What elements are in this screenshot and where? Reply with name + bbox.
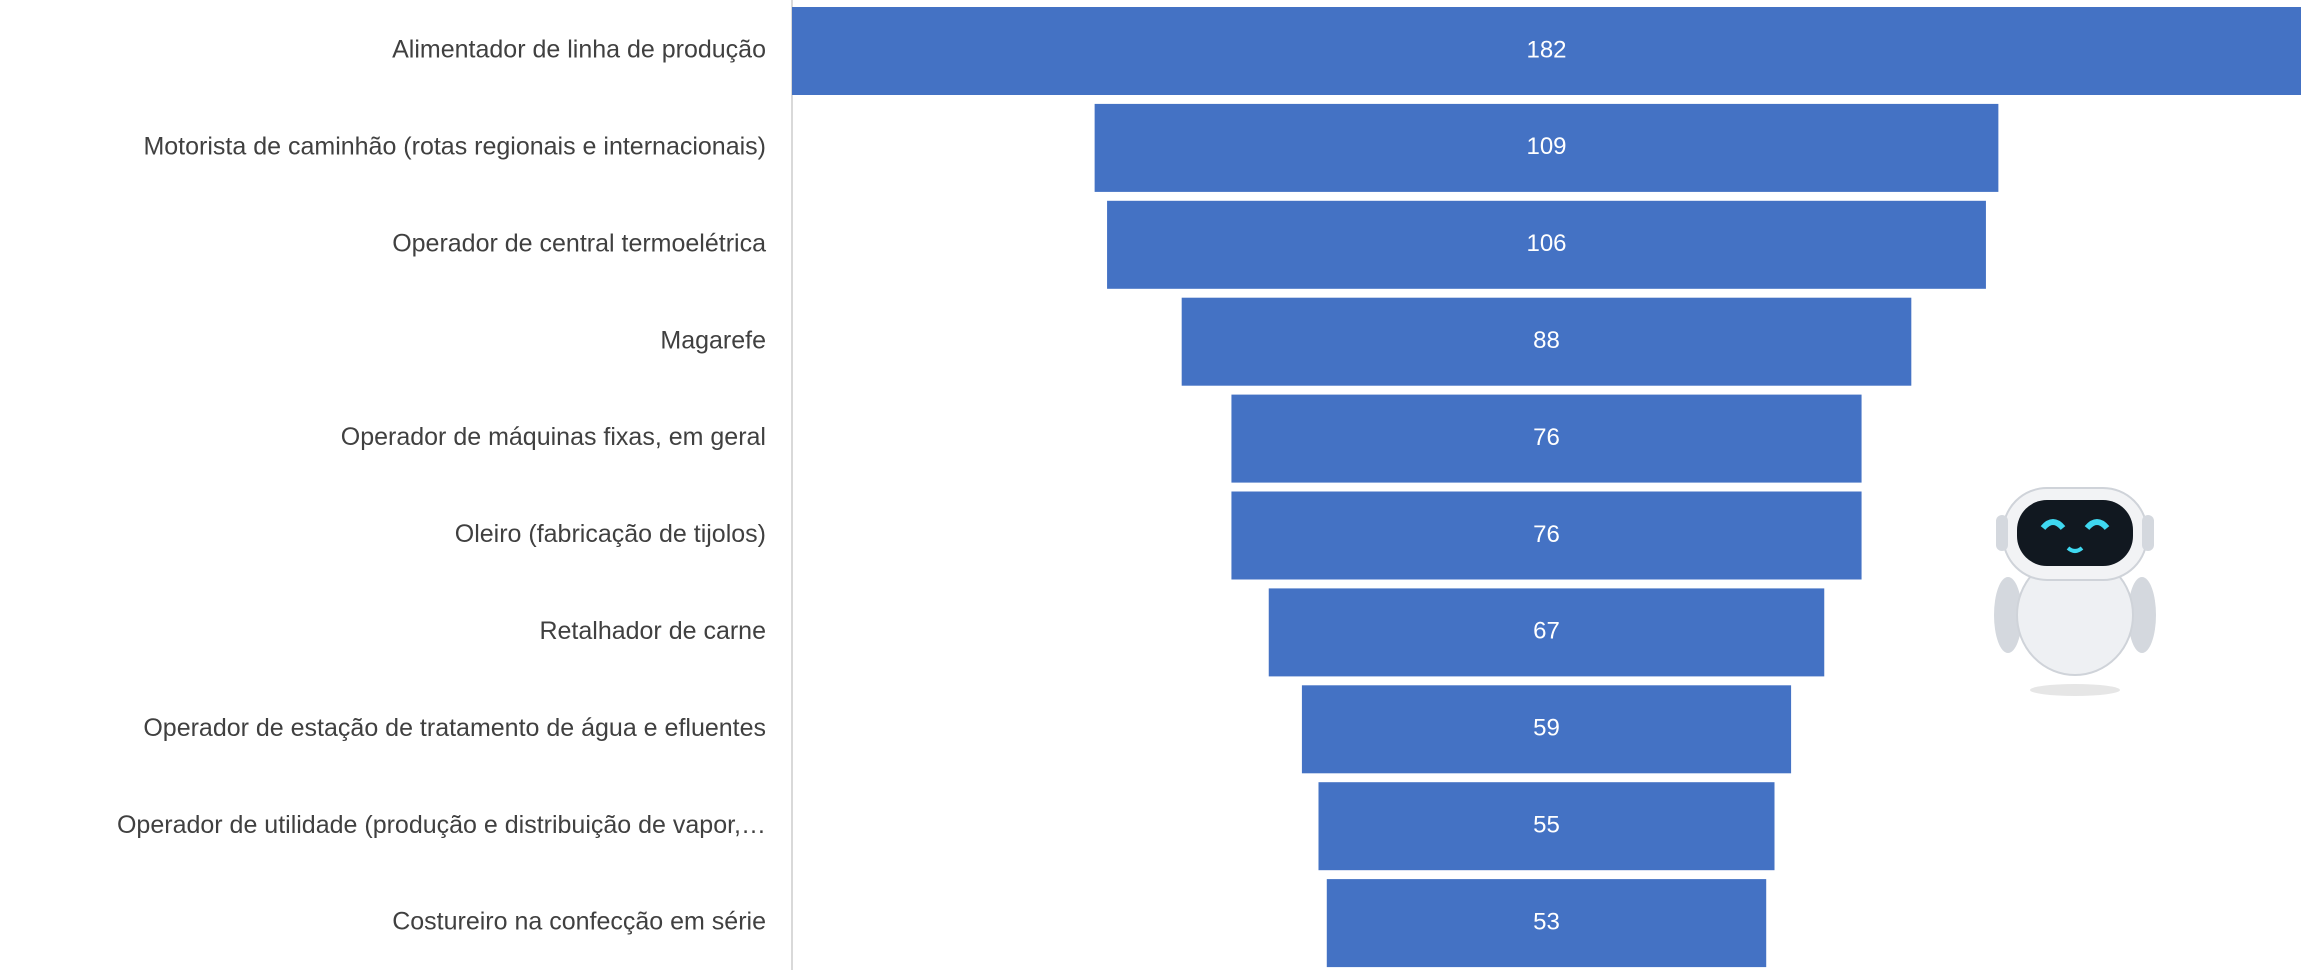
robot-shadow [2030, 684, 2120, 696]
category-label: Operador de central termoelétrica [392, 229, 766, 257]
category-label: Motorista de caminhão (rotas regionais e… [143, 133, 766, 161]
robot-ear [1996, 515, 2008, 551]
value-label: 109 [1526, 133, 1566, 160]
value-label: 53 [1533, 908, 1560, 935]
bar [792, 7, 2301, 95]
category-label: Retalhador de carne [539, 617, 766, 645]
category-label: Magarefe [660, 326, 766, 354]
robot-eye [2084, 519, 2110, 531]
robot-visor [2017, 500, 2133, 566]
value-label: 182 [1526, 36, 1566, 63]
robot-mouth [2066, 546, 2084, 553]
category-label: Alimentador de linha de produção [392, 36, 766, 64]
bar [1268, 588, 1825, 677]
value-label: 106 [1526, 230, 1566, 257]
robot-ear [2142, 515, 2154, 551]
category-label: Operador de máquinas fixas, em geral [341, 423, 766, 451]
value-label: 76 [1533, 521, 1560, 548]
category-label: Operador de utilidade (produção e distri… [117, 811, 766, 839]
robot-eye [2040, 519, 2066, 531]
bar [1231, 394, 1862, 483]
robot-arm [1994, 577, 2022, 653]
bar [1181, 297, 1912, 386]
robot-arm [2128, 577, 2156, 653]
category-label: Oleiro (fabricação de tijolos) [455, 520, 766, 548]
bar [1231, 491, 1862, 580]
bar [1094, 103, 1999, 192]
robot-illustration [1994, 487, 2156, 696]
value-label: 67 [1533, 618, 1560, 645]
bar [1318, 782, 1775, 871]
value-label: 59 [1533, 715, 1560, 742]
value-label: 88 [1533, 327, 1560, 354]
bar [1107, 200, 1986, 289]
value-label: 76 [1533, 424, 1560, 451]
category-label: Costureiro na confecção em série [392, 908, 766, 936]
bar [1326, 879, 1767, 968]
category-label: Operador de estação de tratamento de águ… [143, 714, 766, 742]
funnel: 182 Alimentador de linha de produção 109 Mo… [117, 7, 2301, 968]
bar [1301, 685, 1792, 774]
value-label: 55 [1533, 812, 1560, 839]
